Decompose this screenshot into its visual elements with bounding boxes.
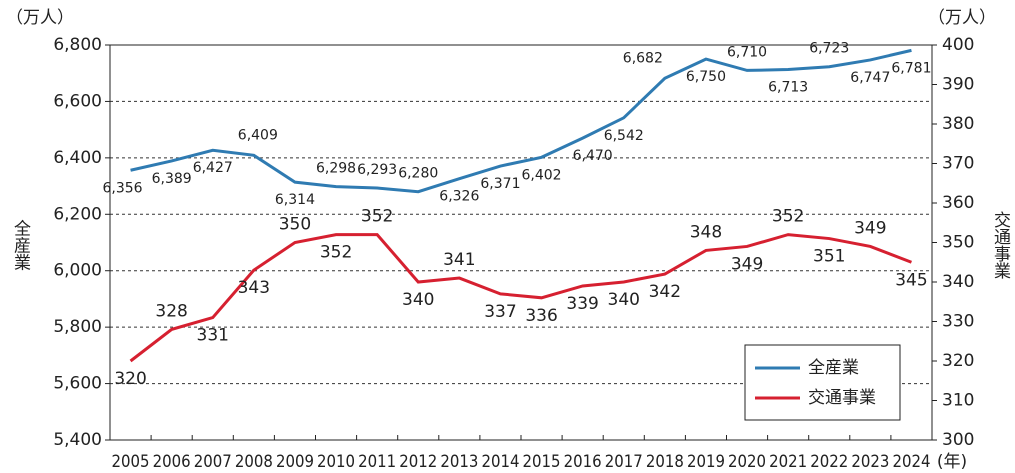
y-tick-label: 6,600	[53, 91, 102, 111]
x-tick-label: 2014	[481, 452, 519, 472]
legend-label: 全産業	[808, 358, 859, 378]
data-label: 342	[649, 282, 681, 302]
x-tick-label: 2010	[317, 452, 355, 472]
x-tick-label: 2021	[769, 452, 807, 472]
x-tick-label: 2023	[851, 452, 889, 472]
line	[129, 233, 912, 363]
data-label: 6,542	[604, 128, 644, 144]
y2-tick-label: 300	[942, 430, 974, 450]
y-axis-title: 全産業	[10, 219, 31, 270]
data-label: 320	[114, 369, 146, 389]
data-label: 6,710	[727, 44, 767, 60]
data-label: 6,389	[152, 171, 192, 187]
y2-tick-label: 340	[942, 272, 974, 292]
data-label: 343	[238, 278, 270, 298]
data-label: 350	[279, 215, 311, 235]
x-tick-label: 2007	[194, 452, 232, 472]
x-tick-label: 2015	[523, 452, 561, 472]
data-label: 6,750	[686, 69, 726, 85]
data-label: 6,298	[316, 161, 356, 177]
data-label: 337	[484, 302, 516, 322]
x-tick-label: 2012	[399, 452, 437, 472]
data-label: 352	[772, 207, 804, 227]
y2-axis-title: 交通事業	[990, 211, 1011, 279]
data-label: 6,781	[891, 60, 931, 76]
x-tick-label: 2011	[358, 452, 396, 472]
y-tick-label: 5,400	[53, 430, 102, 450]
x-tick-label: 2013	[440, 452, 478, 472]
data-label: 345	[895, 270, 927, 290]
y2-tick-label: 310	[942, 391, 974, 411]
x-tick-label: 2020	[728, 452, 766, 472]
data-label: 340	[608, 290, 640, 310]
y2-tick-label: 330	[942, 312, 974, 332]
data-label: 6,326	[439, 189, 479, 205]
x-tick-label: 2008	[235, 452, 273, 472]
data-label: 351	[813, 247, 845, 267]
y2-unit-label: （万人）	[928, 8, 996, 28]
data-label: 348	[690, 222, 722, 242]
y-tick-label: 6,400	[53, 148, 102, 168]
y2-tick-label: 320	[942, 351, 974, 371]
data-label: 6,293	[357, 162, 397, 178]
data-label: 6,713	[768, 80, 808, 96]
y-tick-label: 5,800	[53, 317, 102, 337]
data-label: 349	[854, 218, 886, 238]
x-tick-label: 2006	[153, 452, 191, 472]
y-unit-label: （万人）	[6, 8, 74, 28]
x-unit-label: (年)	[937, 452, 967, 472]
y2-tick-label: 360	[942, 193, 974, 213]
y-tick-label: 6,200	[53, 204, 102, 224]
data-label: 352	[361, 207, 393, 227]
x-tick-label: 2005	[112, 452, 150, 472]
y-tick-label: 6,800	[53, 35, 102, 55]
x-tick-label: 2009	[276, 452, 314, 472]
x-tick-label: 2019	[687, 452, 725, 472]
x-tick-label: 2017	[605, 452, 643, 472]
data-label: 341	[443, 250, 475, 270]
data-label: 352	[320, 243, 352, 263]
data-label: 336	[525, 306, 557, 326]
y2-tick-label: 390	[942, 75, 974, 95]
data-label: 6,280	[398, 166, 438, 182]
data-label: 6,409	[238, 127, 278, 143]
y-tick-label: 5,600	[53, 374, 102, 394]
data-label: 328	[155, 301, 187, 321]
data-label: 6,356	[103, 180, 143, 196]
data-label: 6,402	[522, 167, 562, 183]
data-label: 6,427	[193, 160, 233, 176]
data-label: 340	[402, 290, 434, 310]
x-tick-label: 2016	[564, 452, 602, 472]
y-tick-label: 6,000	[53, 261, 102, 281]
data-label: 6,747	[850, 70, 890, 86]
y2-tick-label: 350	[942, 233, 974, 253]
x-tick-label: 2024	[892, 452, 930, 472]
data-label: 6,682	[623, 50, 663, 66]
data-label: 6,470	[573, 148, 613, 164]
data-label: 6,723	[809, 41, 849, 57]
line	[130, 48, 912, 194]
y2-tick-label: 380	[942, 114, 974, 134]
data-label: 331	[197, 326, 229, 346]
data-label: 339	[566, 294, 598, 314]
y2-tick-label: 370	[942, 154, 974, 174]
legend-box	[744, 344, 901, 421]
data-label: 6,371	[480, 176, 520, 192]
legend-label: 交通事業	[808, 388, 876, 408]
x-tick-label: 2018	[646, 452, 684, 472]
data-label: 6,314	[275, 192, 315, 208]
x-tick-label: 2022	[810, 452, 848, 472]
data-label: 349	[731, 254, 763, 274]
y2-tick-label: 400	[942, 35, 974, 55]
